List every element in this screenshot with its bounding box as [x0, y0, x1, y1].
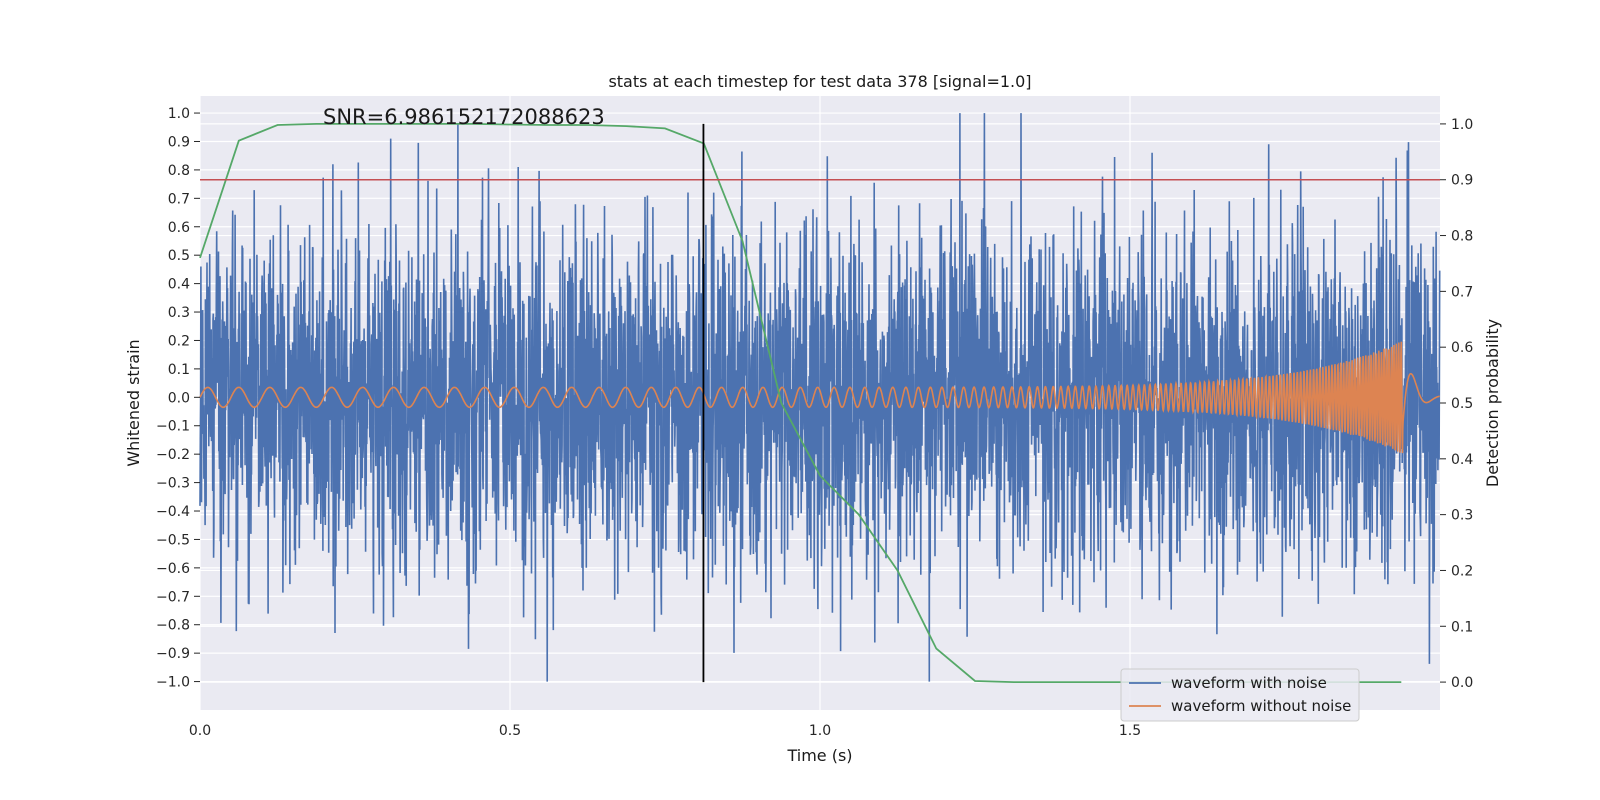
y2-tick-label: 0.9 [1451, 173, 1473, 189]
y-tick-label: 0.6 [168, 220, 190, 236]
y-tick-label: 0.0 [168, 390, 190, 406]
y2-tick-label: 0.3 [1451, 508, 1473, 524]
chart-title: stats at each timestep for test data 378… [608, 72, 1031, 91]
y-tick-label: −0.6 [156, 561, 190, 577]
legend-label-noise: waveform with noise [1171, 674, 1327, 692]
y-tick-label: −0.5 [156, 532, 190, 548]
legend-label-clean: waveform without noise [1171, 697, 1351, 715]
y-tick-label: 1.0 [168, 106, 190, 122]
x-tick-label: 1.5 [1119, 723, 1141, 739]
y2-tick-label: 0.2 [1451, 563, 1473, 579]
y-tick-label: 0.2 [168, 333, 190, 349]
x-axis: 0.0 0.5 1.0 1.5 [189, 723, 1141, 739]
y-tick-label: −0.1 [156, 419, 190, 435]
y-tick-label: 0.7 [168, 191, 190, 207]
y2-tick-label: 0.4 [1451, 452, 1473, 468]
x-tick-label: 0.5 [499, 723, 521, 739]
legend: waveform with noise waveform without noi… [1120, 668, 1360, 722]
y-tick-label: −0.3 [156, 476, 190, 492]
y-tick-label: −1.0 [156, 675, 190, 691]
y2-tick-label: 0.8 [1451, 229, 1473, 245]
y-tick-label: 0.9 [168, 134, 190, 150]
legend-box [1120, 668, 1360, 722]
y2-tick-label: 0.6 [1451, 340, 1473, 356]
y-tick-label: 0.8 [168, 163, 190, 179]
y-tick-label: −0.8 [156, 618, 190, 634]
y2-tick-label: 0.0 [1451, 675, 1473, 691]
y-tick-label: 0.3 [168, 305, 190, 321]
x-tick-label: 0.0 [189, 723, 211, 739]
series-waveform-without-noise [199, 341, 1440, 454]
y2-tick-label: 0.5 [1451, 396, 1473, 412]
y-tick-label: −0.2 [156, 447, 190, 463]
x-tick-label: 1.0 [809, 723, 831, 739]
y-axis-label: Whitened strain [124, 339, 143, 466]
y2-tick-label: 0.7 [1451, 284, 1473, 300]
reference-lines [200, 123, 1440, 683]
y2-axis-label: Detection probability [1483, 319, 1502, 487]
y-tick-label: 0.1 [168, 362, 190, 378]
y-tick-label: 0.4 [168, 277, 190, 293]
y2-tick-label: 0.1 [1451, 619, 1473, 635]
snr-annotation: SNR=6.986152172088623 [323, 105, 605, 129]
x-axis-label: Time (s) [786, 746, 852, 765]
y-tick-label: −0.4 [156, 504, 190, 520]
series-waveform-with-noise [199, 113, 1441, 682]
y-axis-left: 1.0 0.9 0.8 0.7 0.6 0.5 0.4 0.3 0.2 0.1 0.0 −0.1 −0.… [156, 106, 200, 691]
y-tick-label: 0.5 [168, 248, 190, 264]
y-axis-right: 1.0 0.9 0.8 0.7 0.6 0.5 0.4 0.3 0.2 0.1 0.0 [1440, 117, 1473, 691]
y-tick-label: −0.9 [156, 646, 190, 662]
y-tick-label: −0.7 [156, 589, 190, 605]
y2-tick-label: 1.0 [1451, 117, 1473, 133]
